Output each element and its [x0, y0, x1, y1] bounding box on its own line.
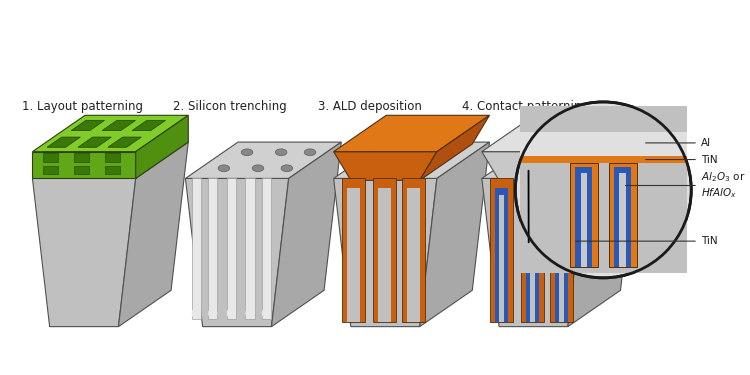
Polygon shape — [482, 115, 584, 152]
Ellipse shape — [226, 308, 236, 319]
Circle shape — [515, 102, 692, 278]
Polygon shape — [420, 115, 490, 180]
Text: 3. ALD deposition: 3. ALD deposition — [318, 100, 422, 113]
Polygon shape — [334, 178, 437, 327]
Bar — [526, 188, 539, 322]
Ellipse shape — [252, 165, 264, 172]
Ellipse shape — [245, 308, 254, 319]
Bar — [245, 178, 254, 319]
Bar — [342, 178, 364, 322]
Bar — [406, 188, 419, 322]
Bar — [530, 195, 536, 322]
Bar — [490, 178, 513, 322]
Polygon shape — [74, 166, 89, 174]
Polygon shape — [136, 115, 188, 178]
Bar — [520, 132, 687, 156]
Bar — [495, 188, 508, 322]
Ellipse shape — [209, 308, 218, 319]
Polygon shape — [78, 137, 111, 147]
Polygon shape — [558, 115, 638, 152]
Polygon shape — [108, 137, 141, 147]
Bar — [262, 178, 272, 319]
Polygon shape — [272, 142, 341, 327]
Bar — [378, 188, 391, 322]
Bar — [554, 188, 568, 322]
Text: Al: Al — [646, 138, 711, 148]
Bar — [191, 178, 201, 319]
Bar — [550, 178, 573, 322]
Ellipse shape — [281, 165, 292, 172]
Bar — [402, 178, 424, 322]
Bar — [520, 156, 687, 163]
Bar — [520, 106, 687, 273]
Ellipse shape — [262, 308, 272, 319]
Ellipse shape — [275, 149, 286, 156]
Bar — [608, 163, 637, 267]
Polygon shape — [185, 178, 289, 327]
Bar — [620, 173, 626, 267]
Ellipse shape — [191, 308, 201, 319]
Polygon shape — [105, 153, 120, 162]
Polygon shape — [420, 142, 490, 327]
Polygon shape — [132, 120, 166, 130]
Polygon shape — [550, 152, 585, 180]
Polygon shape — [568, 115, 638, 180]
Polygon shape — [118, 142, 188, 327]
Bar — [614, 167, 631, 267]
Bar — [559, 195, 564, 322]
Ellipse shape — [242, 149, 253, 156]
Polygon shape — [334, 115, 490, 152]
Text: 4. Contact patterning: 4. Contact patterning — [462, 100, 589, 113]
Polygon shape — [47, 137, 80, 147]
Ellipse shape — [218, 165, 229, 172]
Polygon shape — [102, 120, 136, 130]
Polygon shape — [334, 142, 490, 178]
Polygon shape — [32, 152, 136, 178]
Polygon shape — [105, 166, 120, 174]
Polygon shape — [43, 153, 58, 162]
Text: $Al_2O_3$ or
$HfAlO_x$: $Al_2O_3$ or $HfAlO_x$ — [626, 171, 746, 200]
Polygon shape — [71, 120, 104, 130]
Text: TiN: TiN — [646, 154, 718, 165]
Bar — [580, 173, 587, 267]
Bar — [575, 167, 592, 267]
Text: TiN: TiN — [575, 236, 718, 246]
Polygon shape — [568, 142, 638, 327]
Polygon shape — [32, 142, 188, 178]
Bar — [226, 178, 236, 319]
Polygon shape — [74, 153, 89, 162]
Polygon shape — [185, 142, 341, 178]
Polygon shape — [334, 152, 437, 180]
Bar — [347, 188, 359, 322]
Bar — [521, 178, 544, 322]
Polygon shape — [482, 152, 558, 180]
Text: 2. Silicon trenching: 2. Silicon trenching — [173, 100, 286, 113]
Polygon shape — [482, 142, 638, 178]
Bar — [209, 178, 218, 319]
Bar — [373, 178, 395, 322]
Polygon shape — [482, 178, 585, 327]
Text: 1. Layout patterning: 1. Layout patterning — [22, 100, 143, 113]
Bar — [499, 195, 504, 322]
Polygon shape — [32, 115, 188, 152]
Polygon shape — [43, 166, 58, 174]
Ellipse shape — [304, 149, 316, 156]
Polygon shape — [32, 178, 136, 327]
Bar — [570, 163, 598, 267]
